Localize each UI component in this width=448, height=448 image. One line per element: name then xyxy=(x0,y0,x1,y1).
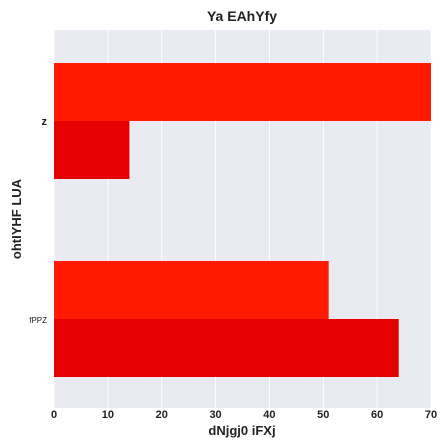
x-tick-label: 30 xyxy=(209,409,221,421)
x-tick-label: 10 xyxy=(102,409,114,421)
bar-fPPZ-series-1 xyxy=(54,261,329,319)
bar-z-series-2 xyxy=(54,121,130,179)
x-tick-label: 20 xyxy=(156,409,168,421)
bars xyxy=(54,63,431,377)
x-tick-label: 50 xyxy=(317,409,329,421)
x-tick-label: 0 xyxy=(51,409,57,421)
bar-fPPZ-series-2 xyxy=(54,319,399,377)
y-axis-label: ohtIYHF LUA xyxy=(9,178,24,259)
x-tick-label: 40 xyxy=(263,409,275,421)
x-axis-label: dNjgj0 iFXj xyxy=(208,423,275,438)
x-tick-label: 70 xyxy=(425,409,437,421)
chart-title: Ya EAhYfy xyxy=(207,8,277,24)
y-tick-label: fPPZ xyxy=(29,316,47,325)
x-ticks: 0 10 20 30 40 50 60 70 xyxy=(51,409,437,421)
x-tick-label: 60 xyxy=(371,409,383,421)
bar-z-series-1 xyxy=(54,63,431,121)
y-tick-label: z xyxy=(42,116,48,128)
y-ticks: z fPPZ xyxy=(29,116,47,325)
